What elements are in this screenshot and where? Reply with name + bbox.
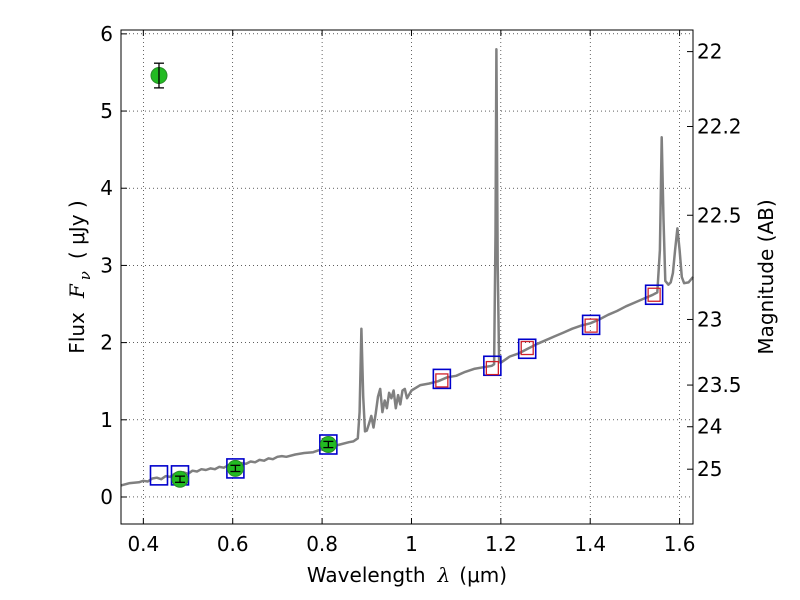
x-tick-label: 0.8 (306, 532, 338, 556)
x-tick-label: 1.4 (574, 532, 606, 556)
y-tick-label: 4 (100, 176, 113, 200)
observed-nir-marker (647, 287, 661, 302)
y2-tick-label: 23.5 (697, 373, 742, 397)
x-axis-label-symbol: λ (437, 563, 451, 587)
axis-ticks (121, 30, 693, 524)
x-tick-labels: 0.4 0.6 0.8 1 1.2 1.4 1.6 (127, 532, 695, 556)
y-axis-label-symbol: F (65, 283, 89, 299)
y2-tick-label: 24 (697, 415, 722, 439)
x-axis-label: Wavelength λ (μm) (307, 563, 507, 587)
y-axis-label: Flux F ν ( μJy ) (65, 200, 94, 353)
observed-nir-series (435, 287, 661, 388)
grid (121, 30, 693, 524)
model-photometry-square (644, 284, 664, 306)
x-tick-label: 0.4 (127, 532, 159, 556)
y2-tick-label: 22 (697, 40, 722, 64)
model-photometry-series (149, 284, 664, 486)
x-tick-label: 0.6 (217, 532, 249, 556)
spectrum-line (120, 48, 694, 487)
y-tick-label: 6 (100, 22, 113, 46)
model-photometry-square (517, 338, 537, 360)
y2-tick-label: 25 (697, 457, 722, 481)
y-axis-label-unit: ( μJy ) (65, 200, 89, 259)
observed-nir-marker (584, 318, 598, 333)
plot-frame (120, 29, 694, 525)
x-tick-label: 1.2 (485, 532, 517, 556)
y-tick-label: 1 (100, 408, 113, 432)
y-axis-label-subscript: ν (76, 271, 94, 280)
y-tick-label: 0 (100, 485, 113, 509)
y2-tick-label: 22.2 (697, 114, 742, 138)
model-photometry-square (581, 314, 601, 336)
spectrum-series (120, 48, 694, 487)
y2-tick-label: 23 (697, 307, 722, 331)
x-axis-label-text: Wavelength (307, 563, 426, 587)
y-axis-label-text: Flux (65, 312, 89, 354)
observed-optical-series (150, 62, 337, 488)
y2-tick-label: 22.5 (697, 203, 742, 227)
model-photometry-square (149, 465, 169, 486)
y-tick-label: 3 (100, 253, 113, 277)
y2-tick-labels: 22 22.2 22.5 23 23.5 24 25 (697, 40, 742, 482)
model-photometry-square (483, 355, 502, 377)
x-tick-label: 1.6 (664, 532, 696, 556)
y-tick-label: 5 (100, 99, 113, 123)
observed-nir-marker (435, 373, 449, 388)
observed-nir-marker (485, 360, 500, 376)
observed-nir-marker (520, 340, 534, 356)
y-tick-labels: 0 1 2 3 4 5 6 (100, 22, 113, 509)
x-tick-label: 1 (405, 532, 418, 556)
x-axis-label-unit: (μm) (459, 563, 507, 587)
y-tick-label: 2 (100, 331, 113, 355)
y2-axis-label: Magnitude (AB) (754, 199, 778, 354)
model-photometry-square (432, 368, 452, 390)
